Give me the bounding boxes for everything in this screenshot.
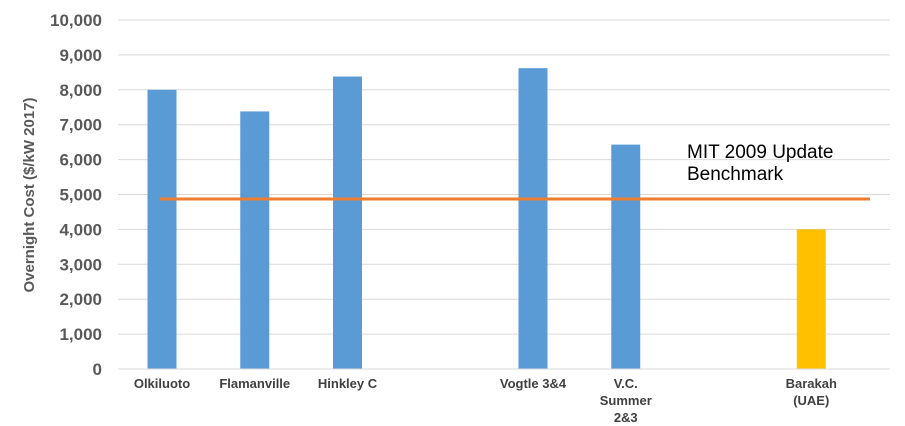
x-tick-label: Vogtle 3&4	[500, 376, 567, 391]
x-tick-label: (UAE)	[793, 393, 829, 408]
y-tick-label: 6,000	[59, 151, 102, 170]
x-tick-label: V.C.	[614, 376, 638, 391]
bar	[240, 111, 270, 370]
x-tick-label: Olkiluoto	[134, 376, 190, 391]
y-tick-label: 2,000	[59, 290, 102, 309]
y-axis-ticks: 0 1,000 2,000 3,000 4,000 5,000 6,000 7,000 8,00…	[50, 11, 102, 379]
y-tick-label: 10,000	[50, 11, 102, 30]
x-tick-label: Hinkley C	[318, 376, 378, 391]
x-tick-label: Barakah	[786, 376, 837, 391]
y-tick-label: 0	[93, 360, 102, 379]
x-tick-label: Flamanville	[219, 376, 290, 391]
y-tick-label: 4,000	[59, 220, 102, 239]
benchmark-label-line-2: Benchmark	[687, 164, 784, 185]
bar	[611, 144, 641, 369]
bar	[333, 76, 362, 370]
y-tick-label: 1,000	[59, 325, 102, 344]
bars	[147, 68, 826, 370]
y-tick-label: 3,000	[59, 255, 102, 274]
x-tick-label: Summer	[600, 393, 652, 408]
x-tick-label: 2&3	[614, 410, 638, 425]
x-axis-ticks: Olkiluoto Flamanville Hinkley C Vogtle 3&4 V…	[134, 376, 837, 425]
bar	[147, 89, 177, 370]
y-tick-label: 5,000	[59, 186, 102, 205]
bar	[796, 229, 826, 369]
y-tick-label: 8,000	[59, 81, 102, 100]
y-axis-label: Overnight Cost ($/kW 2017)	[21, 97, 38, 292]
y-tick-label: 9,000	[59, 46, 102, 65]
benchmark-label-line-1: MIT 2009 Update	[687, 142, 833, 163]
y-tick-label: 7,000	[59, 116, 102, 135]
bar	[518, 68, 548, 370]
